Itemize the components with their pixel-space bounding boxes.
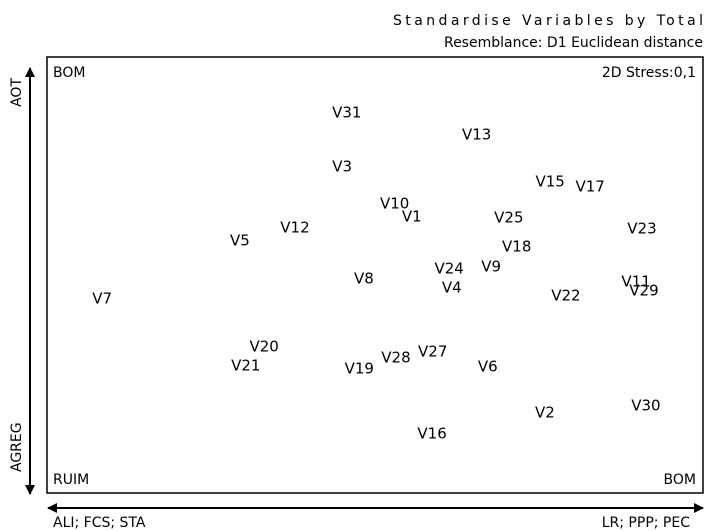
corner-label: BOM — [664, 472, 696, 488]
x-axis-label: LR; PPP; PEC — [602, 515, 690, 531]
point-label: V13 — [462, 126, 491, 144]
point-label: V2 — [535, 404, 555, 422]
point-label: V27 — [418, 343, 447, 361]
point-label: V25 — [494, 208, 523, 226]
title-line: Standardise Variables by Total — [393, 13, 703, 29]
point-label: V16 — [417, 425, 446, 443]
point-label: V29 — [629, 282, 658, 300]
point-label: V12 — [280, 218, 309, 236]
title-line: Resemblance: D1 Euclidean distance — [444, 35, 703, 51]
point-label: V7 — [92, 289, 112, 307]
point-label: V30 — [631, 396, 660, 414]
stress-label: 2D Stress:0,1 — [602, 65, 696, 81]
point-label: V23 — [627, 219, 656, 237]
point-label: V18 — [502, 238, 531, 256]
point-label: V8 — [354, 269, 374, 287]
plot-frame — [46, 56, 704, 494]
point-label: V31 — [332, 103, 361, 121]
point-label: V10 — [380, 194, 409, 212]
point-label: V24 — [434, 259, 463, 277]
point-label: V15 — [535, 173, 564, 191]
corner-label: BOM — [53, 65, 85, 81]
point-label: V19 — [345, 360, 374, 378]
point-label: V4 — [442, 279, 462, 297]
point-label: V9 — [481, 258, 501, 276]
point-label: V21 — [231, 357, 260, 375]
corner-label: RUIM — [53, 472, 89, 488]
y-axis-label: AGREG — [9, 422, 25, 472]
point-label: V5 — [230, 231, 250, 249]
point-label: V11 — [621, 272, 650, 290]
point-label: V6 — [478, 357, 498, 375]
point-label: V28 — [381, 348, 410, 366]
point-label: V3 — [332, 157, 352, 175]
point-label: V17 — [575, 177, 604, 195]
y-axis-label: AOT — [9, 78, 25, 107]
x-axis-label: ALI; FCS; STA — [53, 515, 146, 531]
point-label: V22 — [551, 286, 580, 304]
point-label: V20 — [249, 337, 278, 355]
point-label: V1 — [402, 208, 422, 226]
